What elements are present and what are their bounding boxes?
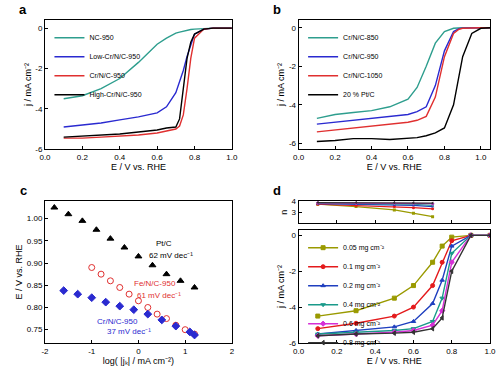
svg-text:2: 2 (230, 347, 235, 356)
svg-text:log( |jₖ| / mA cm⁻²): log( |jₖ| / mA cm⁻²) (103, 356, 174, 366)
svg-text:0.8 mg cm⁻²: 0.8 mg cm⁻² (343, 339, 381, 347)
svg-text:Pt/C: Pt/C (156, 239, 172, 248)
svg-text:0.2: 0.2 (331, 347, 343, 356)
svg-text:1: 1 (183, 347, 188, 356)
svg-text:0.95: 0.95 (27, 237, 43, 246)
svg-text:-6: -6 (35, 145, 43, 154)
svg-text:0.6: 0.6 (152, 153, 164, 162)
svg-text:3: 3 (292, 208, 297, 217)
svg-text:0.1 mg cm⁻²: 0.1 mg cm⁻² (343, 263, 381, 271)
svg-text:-4: -4 (289, 101, 297, 110)
svg-text:0.80: 0.80 (27, 303, 43, 312)
svg-text:Cr/N/C-950: Cr/N/C-950 (89, 72, 125, 79)
svg-text:0.8: 0.8 (439, 153, 451, 162)
svg-text:1.0: 1.0 (226, 153, 238, 162)
svg-text:-2: -2 (289, 267, 297, 276)
svg-text:c: c (20, 183, 27, 198)
svg-text:0.6 mg cm⁻²: 0.6 mg cm⁻² (343, 320, 381, 328)
svg-text:0.4 mg cm⁻²: 0.4 mg cm⁻² (343, 301, 381, 309)
svg-text:High-Cr/N/C-950: High-Cr/N/C-950 (89, 91, 141, 99)
svg-text:-6: -6 (289, 339, 297, 348)
svg-text:E / V vs. RHE: E / V vs. RHE (111, 162, 166, 172)
svg-text:-2: -2 (289, 62, 297, 71)
svg-text:61 mV dec⁻¹: 61 mV dec⁻¹ (137, 291, 181, 300)
svg-text:0.0: 0.0 (39, 153, 51, 162)
svg-text:0.90: 0.90 (27, 259, 43, 268)
svg-text:0.4: 0.4 (366, 153, 378, 162)
svg-text:0.8: 0.8 (189, 153, 201, 162)
svg-text:-4: -4 (289, 303, 297, 312)
svg-text:0.4: 0.4 (114, 153, 126, 162)
svg-text:j / mA cm⁻²: j / mA cm⁻² (276, 63, 286, 107)
svg-text:0.0: 0.0 (293, 347, 305, 356)
svg-text:j / mA cm⁻²: j / mA cm⁻² (276, 265, 286, 309)
svg-text:4: 4 (292, 197, 297, 206)
svg-text:b: b (273, 2, 281, 17)
svg-text:-4: -4 (35, 105, 43, 114)
svg-text:1.00: 1.00 (27, 214, 43, 223)
svg-text:0.05 mg cm⁻²: 0.05 mg cm⁻² (343, 244, 385, 252)
svg-text:0.6: 0.6 (402, 153, 414, 162)
svg-text:0.4: 0.4 (370, 347, 382, 356)
svg-text:0.85: 0.85 (27, 281, 43, 290)
svg-text:Cr/N/C-850: Cr/N/C-850 (343, 34, 379, 41)
svg-text:0: 0 (292, 231, 297, 240)
svg-text:d: d (273, 183, 281, 198)
svg-text:0.2: 0.2 (330, 153, 342, 162)
svg-text:E / V vs. RHE: E / V vs. RHE (367, 162, 422, 172)
svg-text:0.8: 0.8 (446, 347, 458, 356)
svg-text:0.2 mg cm⁻²: 0.2 mg cm⁻² (343, 282, 381, 290)
svg-text:62 mV dec⁻¹: 62 mV dec⁻¹ (149, 251, 193, 260)
svg-text:1.0: 1.0 (475, 153, 487, 162)
svg-text:-6: -6 (289, 139, 297, 148)
svg-text:Low-Cr/N/C-950: Low-Cr/N/C-950 (89, 53, 140, 60)
svg-text:NC-950: NC-950 (89, 34, 113, 41)
svg-text:j / mA cm⁻²: j / mA cm⁻² (23, 63, 33, 107)
svg-text:1.0: 1.0 (484, 347, 496, 356)
svg-text:20 % Pt/C: 20 % Pt/C (343, 91, 375, 98)
svg-text:Cr/N/C-1050: Cr/N/C-1050 (343, 72, 382, 79)
svg-text:37 mV dec⁻¹: 37 mV dec⁻¹ (107, 327, 151, 336)
svg-text:E / V vs. RHE: E / V vs. RHE (367, 356, 422, 366)
svg-text:0.75: 0.75 (27, 325, 43, 334)
svg-text:-1: -1 (88, 347, 96, 356)
svg-text:-2: -2 (35, 64, 43, 73)
svg-text:0.6: 0.6 (408, 347, 420, 356)
svg-text:Fe/N/C-950: Fe/N/C-950 (134, 279, 176, 288)
svg-text:E / V vs. RHE: E / V vs. RHE (14, 244, 24, 299)
svg-text:Cr/N/C-950: Cr/N/C-950 (343, 53, 379, 60)
svg-text:0.2: 0.2 (77, 153, 89, 162)
svg-text:0.0: 0.0 (293, 153, 305, 162)
svg-text:0: 0 (292, 24, 297, 33)
svg-text:n: n (279, 210, 289, 215)
svg-text:0: 0 (136, 347, 141, 356)
svg-text:a: a (19, 2, 27, 17)
svg-text:Cr/N/C-950: Cr/N/C-950 (97, 317, 138, 326)
svg-text:-2: -2 (41, 347, 49, 356)
svg-text:0: 0 (38, 24, 43, 33)
